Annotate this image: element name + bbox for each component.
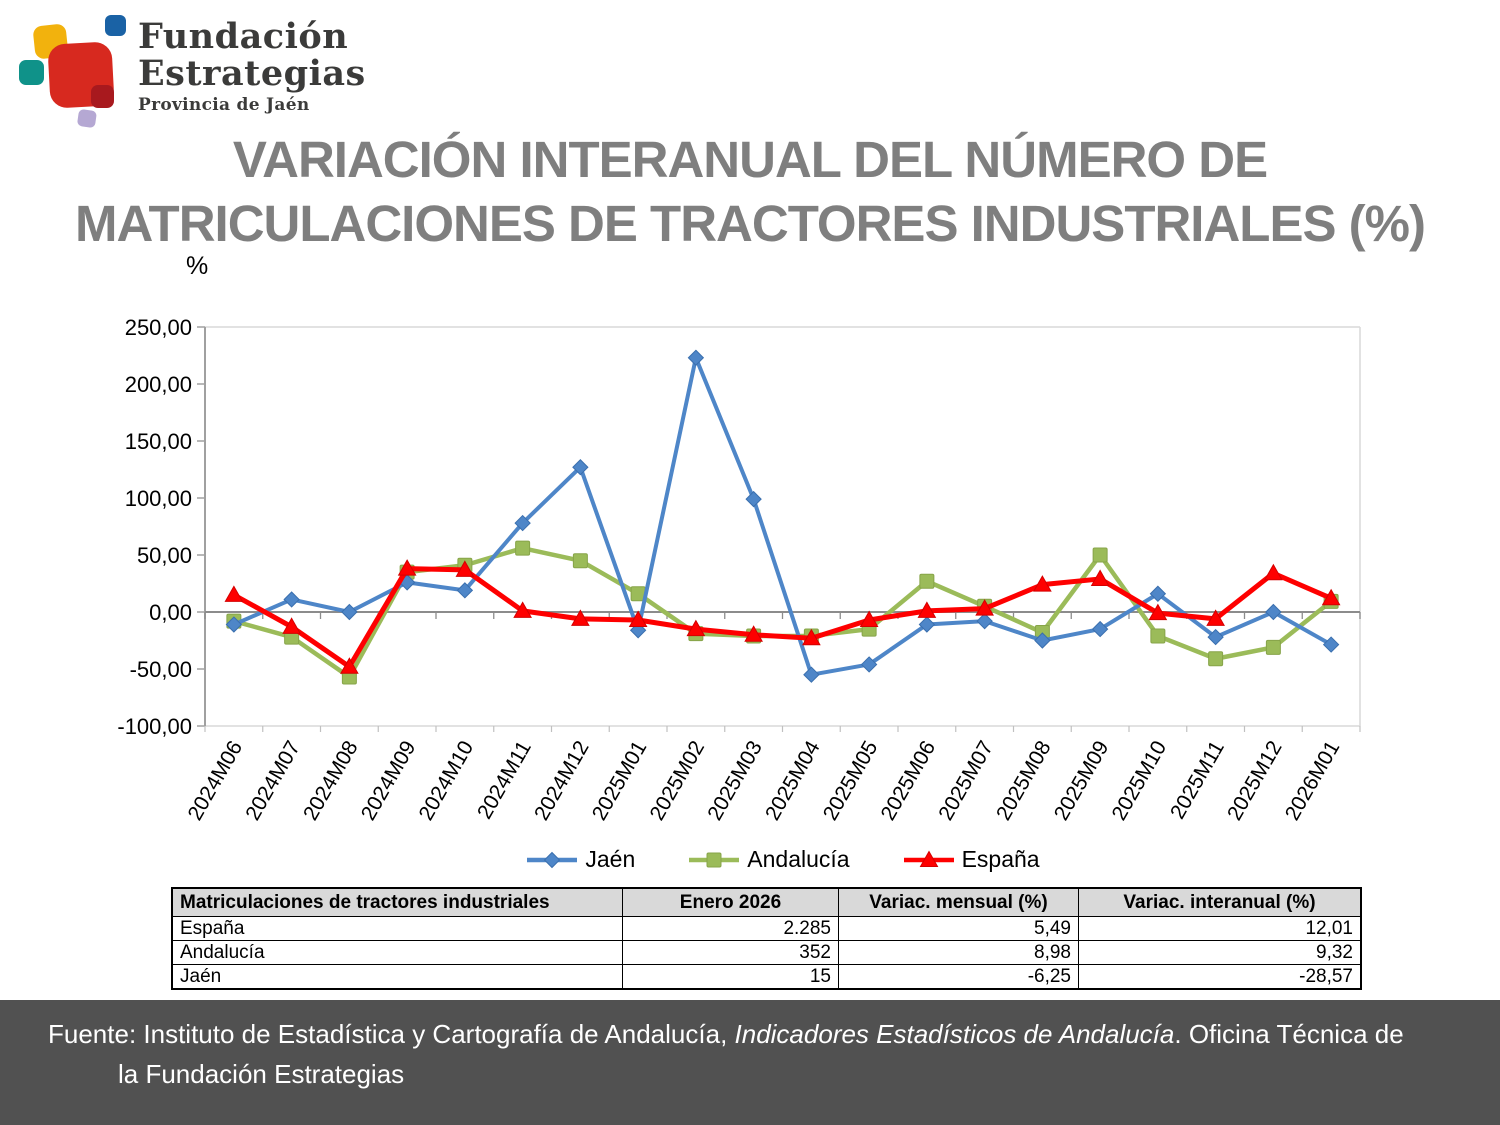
y-tick-label: 0,00: [149, 600, 192, 625]
legend-label: España: [961, 846, 1040, 872]
series-espana: [224, 559, 1341, 674]
table-cell: 9,32: [1078, 940, 1361, 965]
table-cell: 8,98: [838, 940, 1079, 965]
x-tick-label: 2025M03: [703, 737, 767, 824]
y-tick-label: -100,00: [117, 714, 192, 739]
y-tick-label: 250,00: [125, 315, 192, 340]
x-tick-label: 2024M07: [241, 737, 305, 824]
logo-text: Fundación Estrategias Provincia de Jaén: [138, 18, 366, 115]
x-tick-label: 2025M02: [645, 737, 709, 824]
table-row: Andalucía 352 8,98 9,32: [172, 940, 1361, 965]
source-italic: Indicadores Estadísticos de Andalucía: [734, 1019, 1175, 1049]
legend-item: España: [902, 846, 1040, 873]
source-footer: Fuente: Instituto de Estadística y Carto…: [0, 1000, 1500, 1125]
legend-item: Jaén: [525, 846, 635, 873]
table-header-cell: Matriculaciones de tractores industriale…: [172, 888, 623, 917]
table-cell: 12,01: [1078, 916, 1361, 941]
table-header-row: Matriculaciones de tractores industriale…: [172, 888, 1361, 917]
legend-label: Jaén: [585, 846, 636, 872]
table-cell: Jaén: [172, 964, 623, 989]
table-cell: 2.285: [622, 916, 839, 941]
y-tick-label: 100,00: [125, 486, 192, 511]
x-tick-label: 2024M06: [183, 737, 247, 824]
table-row: España 2.285 5,49 12,01: [172, 916, 1361, 941]
legend-diamond-icon: [527, 851, 578, 868]
source-suffix: . Oficina Técnica de: [1174, 1019, 1404, 1049]
logo-purple-square: [77, 109, 97, 128]
table-cell: 15: [622, 964, 839, 989]
table-cell: España: [172, 916, 623, 941]
x-tick-label: 2025M04: [761, 737, 825, 825]
logo-subtitle: Provincia de Jaén: [138, 95, 310, 115]
source-prefix: Fuente: Instituto de Estadística y Carto…: [48, 1019, 735, 1049]
table-header-cell: Variac. interanual (%): [1078, 888, 1361, 917]
x-tick-label: 2025M09: [1050, 737, 1114, 824]
x-tick-label: 2025M07: [934, 737, 998, 824]
logo-mark-icon: [19, 15, 126, 128]
legend-label: Andalucía: [747, 846, 850, 872]
page-title-line1: VARIACIÓN INTERANUAL DEL NÚMERO DE: [232, 131, 1268, 188]
legend-triangle-icon: [903, 849, 954, 867]
x-tick-label: 2025M11: [1166, 737, 1229, 823]
y-tick-label: 150,00: [125, 429, 192, 454]
y-axis-unit-label: %: [186, 252, 209, 280]
summary-table: Matriculaciones de tractores industriale…: [171, 887, 1362, 990]
legend-square-icon: [689, 852, 740, 867]
summary-table-body: España 2.285 5,49 12,01 Andalucía 352 8,98 9,32…: [172, 916, 1361, 989]
x-tick-label: 2025M01: [588, 737, 652, 824]
x-tick-label: 2024M12: [530, 737, 594, 824]
logo-line2: Estrategias: [138, 53, 366, 94]
source-line2: la Fundación Estrategias: [118, 1059, 405, 1089]
x-tick-label: 2024M09: [357, 737, 421, 824]
x-tick-label: 2026M01: [1281, 737, 1345, 824]
table-row: Jaén 15 -6,25 -28,57: [172, 964, 1361, 989]
legend-item: Andalucía: [687, 846, 850, 873]
table-cell: 5,49: [838, 916, 1079, 941]
y-tick-label: 50,00: [137, 543, 192, 568]
line-chart: 250,00 200,00 150,00 100,00 50,00 0,00 -50,00 -…: [117, 315, 1361, 825]
x-tick-label: 2024M08: [299, 737, 363, 824]
logo-darkred-square: [91, 85, 114, 108]
logo-teal-square: [19, 60, 44, 85]
x-tick-label: 2024M11: [473, 737, 536, 823]
table-cell: 352: [622, 940, 839, 965]
summary-table-head: Matriculaciones de tractores industriale…: [172, 888, 1361, 917]
y-tick-label: 200,00: [125, 372, 192, 397]
x-tick-label: 2024M10: [414, 737, 478, 824]
x-tick-label: 2025M06: [876, 737, 940, 824]
page-title-line2: MATRICULACIONES DE TRACTORES INDUSTRIALE…: [75, 195, 1426, 252]
table-cell: Andalucía: [172, 940, 623, 965]
chart-legend: Jaén Andalucía España: [205, 846, 1360, 873]
page-title: VARIACIÓN INTERANUAL DEL NÚMERO DE MATRI…: [0, 128, 1500, 256]
table-cell: -6,25: [838, 964, 1079, 989]
logo-blue-square: [105, 15, 126, 36]
series-jaen: [225, 349, 1340, 683]
table-header-cell: Enero 2026: [622, 888, 839, 917]
x-tick-label: 2025M05: [819, 737, 883, 824]
table-header-cell: Variac. mensual (%): [838, 888, 1079, 917]
logo-line1: Fundación: [138, 16, 349, 57]
fundacion-estrategias-logo: Fundación Estrategias Provincia de Jaén: [8, 4, 428, 129]
x-tick-label: 2025M10: [1107, 737, 1171, 824]
table-cell: -28,57: [1078, 964, 1361, 989]
x-tick-label: 2025M12: [1223, 737, 1287, 824]
source-text: Fuente: Instituto de Estadística y Carto…: [48, 1014, 1460, 1094]
x-tick-label: 2025M08: [992, 737, 1056, 824]
y-tick-label: -50,00: [130, 657, 192, 682]
